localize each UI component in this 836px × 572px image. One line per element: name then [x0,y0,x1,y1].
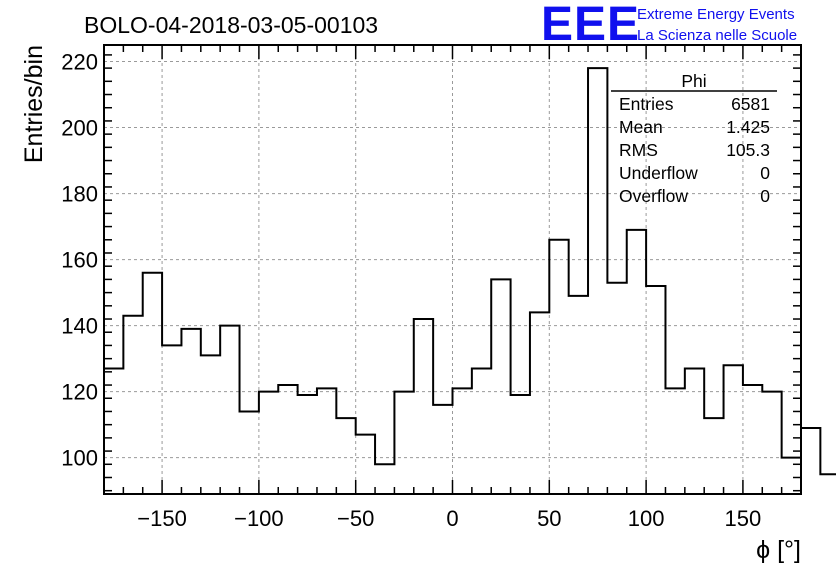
x-tick-label: 100 [628,506,665,531]
histogram-bin [549,240,568,494]
histogram-bin [433,405,452,494]
chart-title: BOLO-04-2018-03-05-00103 [84,12,378,38]
stats-rows: Entries 6581 Mean 1.425 RMS 105.3 Underflow 0 Ov… [619,94,770,206]
histogram-bin [607,283,626,494]
eee-logo-line-1: Extreme Energy Events [637,6,795,23]
x-tick-labels: −150 −100 −50 0 50 100 150 [137,506,761,531]
eee-logo-line-2: La Scienza nelle Scuole [637,27,797,44]
histogram-outline [104,67,836,476]
histogram-bin [627,230,646,494]
histogram-bin [123,316,142,494]
stats-row-value: 1.425 [726,117,770,137]
histogram-bin [511,395,530,494]
histogram-bin [394,392,413,494]
stats-row-value: 0 [760,186,770,206]
stats-box-title: Phi [681,71,706,91]
y-tick-label: 200 [61,116,98,141]
y-axis-label: Entries/bin [20,45,48,163]
stats-row-value: 6581 [731,94,770,114]
y-tick-label: 120 [61,380,98,405]
histogram-series [104,67,836,494]
histogram-bin [685,369,704,494]
y-tick-label: 140 [61,314,98,339]
histogram-bin [181,329,200,494]
histogram-bin [414,319,433,494]
stats-row-value: 0 [760,163,770,183]
axis-ticks [103,45,802,494]
x-axis-label: ϕ [°] [756,536,801,564]
histogram-bin [336,418,355,494]
histogram-bin [453,388,472,494]
x-tick-label: −50 [337,506,374,531]
y-tick-label: 100 [61,446,98,471]
histogram-bin [104,369,123,494]
stats-box: Phi Entries 6581 Mean 1.425 RMS 105.3 Underflo… [611,71,777,206]
eee-logo-mark: EEE [541,0,640,51]
histogram-bin [201,355,220,494]
histogram-bin [704,418,723,494]
histogram-bin [472,369,491,494]
histogram-bin [530,312,549,494]
y-tick-label: 220 [61,50,98,75]
histogram-bin [317,388,336,494]
histogram-bin [820,474,836,494]
eee-logo: EEE Extreme Energy Events La Scienza nel… [541,0,797,51]
histogram-bin [162,345,181,494]
histogram-bin [762,392,781,494]
histogram-bin [801,428,820,494]
stats-row-value: 105.3 [726,140,770,160]
histogram-bin [278,385,297,494]
stats-row-label: RMS [619,140,658,160]
histogram-bin [782,458,801,494]
stats-row-label: Underflow [619,163,698,183]
histogram-bin [220,326,239,494]
x-tick-label: 0 [446,506,458,531]
x-tick-label: −100 [234,506,284,531]
x-tick-label: −150 [137,506,187,531]
stats-row-label: Overflow [619,186,688,206]
histogram-bin [743,385,762,494]
y-tick-label: 180 [61,182,98,207]
histogram-bin [569,296,588,494]
histogram-bin [375,464,394,494]
y-tick-label: 160 [61,248,98,273]
histogram-bin [491,279,510,494]
histogram-bin [646,286,665,494]
y-tick-labels: 100 120 140 160 180 200 220 [61,50,98,471]
histogram-bin [356,435,375,494]
histogram-bin [240,411,259,494]
histogram-bin [143,273,162,494]
histogram-bin [298,395,317,494]
stats-row-label: Entries [619,94,674,114]
histogram-bin [588,68,607,494]
histogram-bin [665,388,684,494]
histogram-bin [259,392,278,494]
x-tick-label: 150 [725,506,762,531]
x-tick-label: 50 [537,506,561,531]
histogram-bin [724,365,743,494]
stats-row-label: Mean [619,117,663,137]
